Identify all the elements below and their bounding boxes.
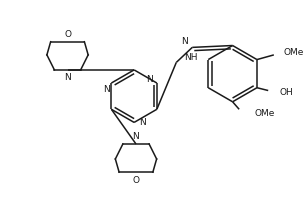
Text: NH: NH xyxy=(184,53,197,62)
Text: N: N xyxy=(103,85,109,94)
Text: OMe: OMe xyxy=(254,109,275,118)
Text: O: O xyxy=(64,30,71,39)
Text: OMe: OMe xyxy=(283,48,303,57)
Text: O: O xyxy=(132,176,139,185)
Text: OH: OH xyxy=(279,88,293,97)
Text: N: N xyxy=(139,118,145,127)
Text: N: N xyxy=(133,132,139,141)
Text: N: N xyxy=(64,73,71,82)
Text: N: N xyxy=(181,37,188,46)
Text: N: N xyxy=(146,75,153,84)
